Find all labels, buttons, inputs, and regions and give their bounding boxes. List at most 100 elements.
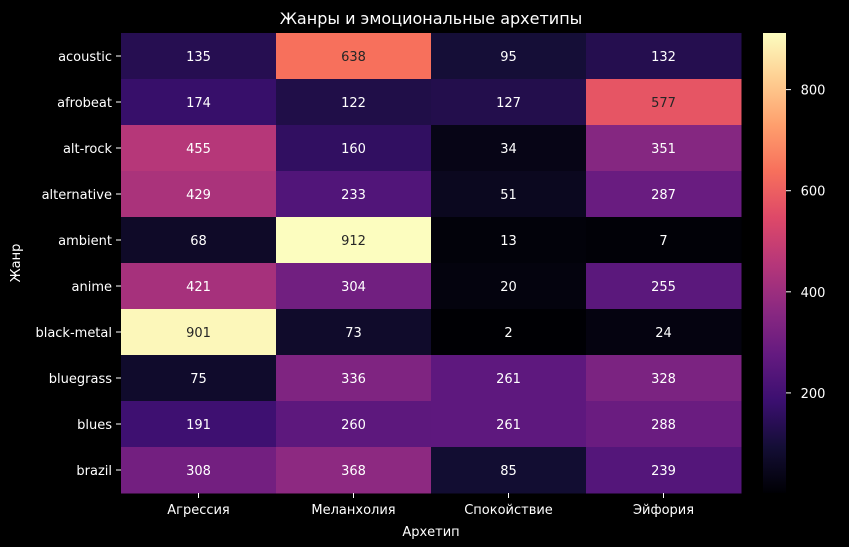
colorbar-tick-label: 200 xyxy=(801,387,826,402)
cell-value-label: 127 xyxy=(496,96,521,111)
y-tick-label: blues xyxy=(77,418,112,433)
cell-value-label: 912 xyxy=(341,234,366,249)
colorbar-ticks: 200 400 600 800 xyxy=(786,84,825,402)
heatmap-cell xyxy=(431,447,587,494)
heatmap-cell xyxy=(121,263,277,310)
chart-title: Жанры и эмоциональные архетипы xyxy=(280,9,583,28)
heatmap-cell xyxy=(586,263,742,310)
y-tick-label: afrobeat xyxy=(57,96,112,111)
y-tick-label: acoustic xyxy=(58,50,112,65)
cell-value-label: 34 xyxy=(500,142,517,157)
cell-value-label: 455 xyxy=(186,142,211,157)
x-tick-label: Меланхолия xyxy=(311,503,395,518)
y-tick-label: bluegrass xyxy=(49,372,112,387)
cell-value-label: 638 xyxy=(341,50,366,65)
heatmap-cell xyxy=(586,447,742,494)
heatmap-cell xyxy=(586,401,742,448)
heatmap-cell xyxy=(276,171,432,218)
cell-value-label: 132 xyxy=(651,50,676,65)
heatmap-cell xyxy=(121,217,277,264)
x-axis-label: Архетип xyxy=(402,525,459,540)
y-tick-label: anime xyxy=(72,280,112,295)
y-tick-label: ambient xyxy=(58,234,112,249)
y-axis-ticks: acoustic afrobeat alt-rock alternative ambie… xyxy=(35,50,121,479)
cell-value-label: 2 xyxy=(504,326,512,341)
heatmap-cell xyxy=(121,125,277,172)
heatmap-cell xyxy=(431,355,587,402)
cell-value-label: 901 xyxy=(186,326,211,341)
heatmap-cell xyxy=(121,447,277,494)
x-tick-label: Спокойствие xyxy=(464,503,553,518)
cell-value-label: 288 xyxy=(651,418,676,433)
cell-value-label: 308 xyxy=(186,464,211,479)
heatmap-cell xyxy=(276,33,432,80)
y-tick-label: brazil xyxy=(76,464,112,479)
cell-value-label: 336 xyxy=(341,372,366,387)
heatmap-cell xyxy=(121,401,277,448)
cell-value-label: 135 xyxy=(186,50,211,65)
heatmap-cell xyxy=(431,401,587,448)
cell-value-label: 174 xyxy=(186,96,211,111)
heatmap-cell xyxy=(276,401,432,448)
heatmap-cell xyxy=(431,309,587,356)
heatmap-cell xyxy=(431,79,587,126)
cell-value-label: 122 xyxy=(341,96,366,111)
cell-value-label: 261 xyxy=(496,418,521,433)
cell-value-label: 160 xyxy=(341,142,366,157)
heatmap-cell xyxy=(121,33,277,80)
heatmap-cell xyxy=(121,309,277,356)
cell-value-label: 20 xyxy=(500,280,517,295)
heatmap-cell xyxy=(276,125,432,172)
cell-value-label: 255 xyxy=(651,280,676,295)
colorbar-tick-label: 400 xyxy=(801,286,826,301)
cell-value-label: 68 xyxy=(190,234,207,249)
heatmap-cell xyxy=(586,125,742,172)
x-tick-label: Агрессия xyxy=(167,503,230,518)
colorbar xyxy=(763,33,786,493)
heatmap-cell xyxy=(431,217,587,264)
x-axis-ticks: Агрессия Меланхолия Спокойствие Эйфория xyxy=(167,493,694,518)
heatmap-cell xyxy=(121,171,277,218)
cell-value-label: 421 xyxy=(186,280,211,295)
cell-value-label: 233 xyxy=(341,188,366,203)
y-tick-label: alternative xyxy=(42,188,112,203)
cell-value-label: 24 xyxy=(655,326,672,341)
cell-value-label: 75 xyxy=(190,372,207,387)
x-tick-label: Эйфория xyxy=(633,503,694,518)
heatmap-cell xyxy=(586,79,742,126)
heatmap-cell xyxy=(276,355,432,402)
cell-value-label: 304 xyxy=(341,280,366,295)
heatmap-cell xyxy=(586,33,742,80)
cell-value-label: 51 xyxy=(500,188,517,203)
cell-value-label: 261 xyxy=(496,372,521,387)
cell-value-label: 577 xyxy=(651,96,676,111)
heatmap-cell xyxy=(276,79,432,126)
heatmap-cell xyxy=(586,309,742,356)
y-axis-label: Жанр xyxy=(9,244,24,283)
heatmap-cell xyxy=(431,263,587,310)
cell-value-label: 85 xyxy=(500,464,517,479)
cell-value-label: 239 xyxy=(651,464,676,479)
cell-value-label: 191 xyxy=(186,418,211,433)
heatmap-cell xyxy=(586,217,742,264)
cell-value-label: 73 xyxy=(345,326,362,341)
heatmap-cell xyxy=(121,355,277,402)
cell-value-label: 328 xyxy=(651,372,676,387)
cell-value-label: 351 xyxy=(651,142,676,157)
cell-value-label: 13 xyxy=(500,234,517,249)
heatmap-cell xyxy=(121,79,277,126)
cell-value-label: 7 xyxy=(659,234,667,249)
cell-value-label: 287 xyxy=(651,188,676,203)
cell-value-label: 429 xyxy=(186,188,211,203)
cell-value-label: 95 xyxy=(500,50,517,65)
cell-value-label: 368 xyxy=(341,464,366,479)
heatmap-cell xyxy=(276,309,432,356)
y-tick-label: alt-rock xyxy=(63,142,113,157)
cell-value-label: 260 xyxy=(341,418,366,433)
heatmap-cell xyxy=(276,263,432,310)
y-tick-label: black-metal xyxy=(35,326,112,341)
heatmap-cell xyxy=(586,171,742,218)
colorbar-tick-label: 800 xyxy=(801,84,826,99)
